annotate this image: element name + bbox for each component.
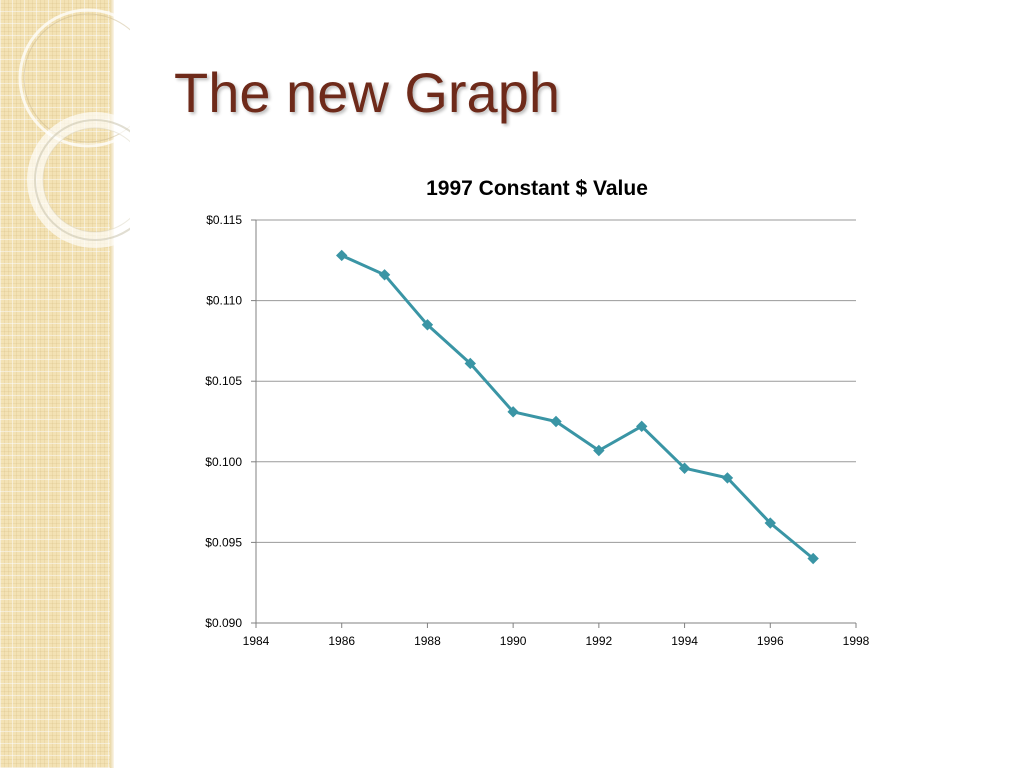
- side-panel-edge: [110, 0, 114, 768]
- x-tick-labels: 1984 1986 1988 1990 1992 1994 1996 1998: [243, 634, 870, 648]
- axes: [251, 219, 857, 628]
- data-point-marker: [678, 462, 691, 474]
- y-tick-labels: $0.090 $0.095 $0.100 $0.105 $0.110 $0.115: [205, 213, 242, 630]
- data-point-marker: [378, 269, 391, 281]
- data-point-marker: [421, 319, 434, 331]
- line-chart: 1997 Constant $ Value $0.090 $0.095 $0.100…: [205, 177, 870, 648]
- y-tick-label: $0.100: [205, 455, 242, 469]
- x-tick-label: 1998: [843, 634, 870, 648]
- x-tick-label: 1992: [586, 634, 613, 648]
- slide-title: The new Graph: [174, 61, 560, 124]
- data-point-marker: [636, 420, 648, 433]
- data-point-marker: [764, 517, 776, 529]
- y-tick-label: $0.095: [205, 535, 242, 549]
- y-tick-label: $0.105: [205, 374, 242, 388]
- data-point-marker: [593, 444, 605, 457]
- y-tick-label: $0.090: [205, 616, 242, 630]
- chart-title: 1997 Constant $ Value: [426, 177, 648, 200]
- x-tick-label: 1996: [757, 634, 784, 648]
- x-tick-label: 1990: [500, 634, 527, 648]
- x-tick-label: 1988: [414, 634, 441, 648]
- series-line: [340, 254, 815, 560]
- x-tick-label: 1986: [328, 634, 355, 648]
- x-tick-label: 1994: [671, 634, 698, 648]
- y-tick-label: $0.115: [206, 213, 242, 227]
- data-series: [336, 249, 819, 565]
- data-point-marker: [507, 406, 519, 418]
- y-tick-label: $0.110: [206, 294, 242, 308]
- data-point-marker: [464, 357, 476, 370]
- data-point-marker: [807, 552, 819, 565]
- x-tick-label: 1984: [243, 634, 270, 648]
- data-point-marker: [550, 415, 562, 428]
- gridlines: [256, 219, 856, 543]
- ring-ornament-icon: [18, 8, 130, 248]
- data-point-marker: [336, 249, 348, 262]
- data-point-marker: [721, 472, 734, 484]
